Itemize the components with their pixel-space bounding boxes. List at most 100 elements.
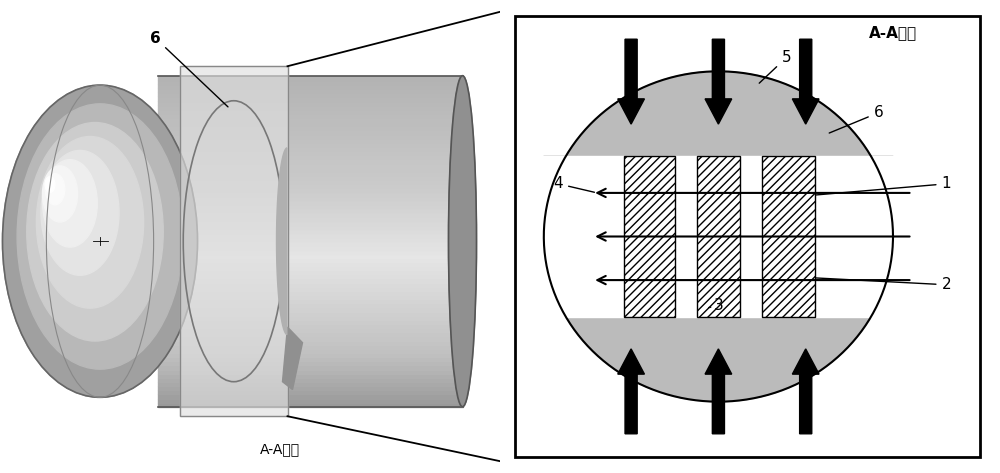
Bar [158,212,463,217]
Ellipse shape [17,104,183,369]
Bar [158,386,463,390]
Bar [158,237,463,241]
Text: 3: 3 [709,298,723,313]
Bar [158,92,463,96]
Bar [762,156,815,317]
Polygon shape [283,327,302,390]
Bar [158,274,463,279]
FancyArrow shape [792,39,819,124]
Bar [158,105,463,109]
Bar [158,403,463,407]
FancyArrow shape [618,349,644,434]
Ellipse shape [36,136,144,308]
Bar [158,167,463,171]
Bar [158,233,463,237]
Bar [158,320,463,324]
Text: 6: 6 [150,31,228,107]
Bar [697,156,740,317]
Bar [158,333,463,336]
Bar [158,150,463,154]
Bar [158,328,463,333]
Bar [158,316,463,320]
Bar [158,266,463,270]
Bar [158,295,463,299]
Bar [158,245,463,250]
Bar [158,336,463,341]
Bar [158,378,463,382]
Bar [158,138,463,142]
Bar [158,142,463,146]
Text: A-A界面: A-A界面 [260,442,300,456]
Bar [158,341,463,345]
Bar [158,117,463,121]
FancyArrow shape [705,39,732,124]
Bar [158,154,463,158]
Bar [158,357,463,361]
Text: 6: 6 [829,105,883,133]
Bar [158,254,463,258]
Bar [158,171,463,175]
Text: 1: 1 [816,176,951,195]
Ellipse shape [43,160,97,247]
Bar [158,258,463,262]
Ellipse shape [45,174,65,205]
Bar [158,369,463,374]
Bar [158,163,463,167]
Bar [158,361,463,365]
Bar [158,80,463,84]
Bar [158,241,463,245]
Bar [534,156,903,317]
Bar [158,113,463,117]
Ellipse shape [448,76,477,407]
Bar [158,394,463,398]
Bar [158,229,463,233]
Bar [158,307,463,312]
Bar [158,192,463,196]
Text: 5: 5 [759,50,791,83]
Bar [158,208,463,212]
Bar [158,134,463,138]
Bar [158,312,463,316]
Bar [624,156,675,317]
Bar [180,66,288,416]
Ellipse shape [42,166,78,222]
Bar [158,146,463,150]
Polygon shape [277,148,287,335]
Bar [158,125,463,130]
Ellipse shape [41,150,119,275]
Bar [158,390,463,394]
Bar [158,88,463,92]
Bar [158,76,463,80]
Bar [180,66,288,416]
Polygon shape [544,236,893,402]
Ellipse shape [27,123,163,341]
Bar [158,121,463,125]
Polygon shape [544,71,893,236]
Bar [158,96,463,101]
Bar [158,101,463,105]
Bar [158,374,463,378]
Bar [158,184,463,187]
Bar [158,353,463,357]
Bar [158,345,463,349]
Bar [158,217,463,220]
Bar [158,303,463,307]
Bar [158,270,463,274]
FancyArrow shape [705,349,732,434]
Bar [158,382,463,386]
Bar [158,349,463,353]
Bar [158,175,463,179]
Text: A-A界面: A-A界面 [869,25,917,40]
Ellipse shape [2,85,198,397]
Bar [158,250,463,254]
Bar [158,196,463,200]
Bar [158,204,463,208]
Bar [158,398,463,403]
Bar [158,283,463,287]
Bar [158,130,463,134]
Bar [158,324,463,328]
Bar [158,225,463,229]
Bar [158,291,463,295]
Bar [158,187,463,192]
Bar [158,109,463,113]
